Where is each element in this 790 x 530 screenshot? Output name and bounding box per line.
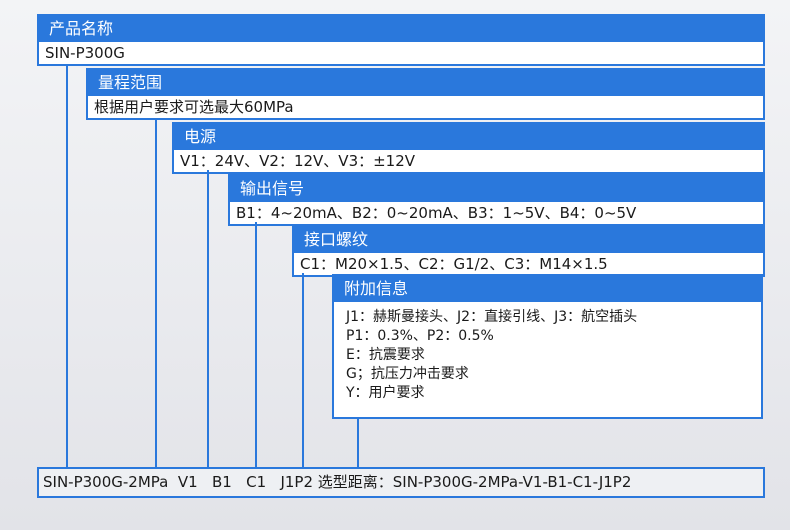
info-lines: J1：赫斯曼接头、J2：直接引线、J3：航空插头 P1：0.3%、P2：0.5%… [334,302,761,403]
section-title: 输出信号 [230,176,763,202]
connector-line [207,170,209,468]
section-output-signal: 输出信号 B1：4~20mA、B2：0~20mA、B3：1~5V、B4：0~5V [228,174,765,226]
section-value: SIN-P300G [45,44,125,62]
info-line: G；抗压力冲击要求 [346,366,469,382]
section-title: 附加信息 [334,276,761,302]
model-summary: SIN-P300G-2MPa V1 B1 C1 J1P2 选型距离：SIN-P3… [37,467,765,498]
info-line: Y：用户要求 [346,385,425,401]
section-title: 电源 [174,124,763,150]
section-value: B1：4~20mA、B2：0~20mA、B3：1~5V、B4：0~5V [236,204,637,222]
section-power: 电源 V1：24V、V2：12V、V3：±12V [172,122,765,174]
section-title: 量程范围 [88,70,763,96]
connector-line [302,273,304,468]
connector-line [155,118,157,468]
section-value: V1：24V、V2：12V、V3：±12V [180,152,416,170]
section-title: 接口螺纹 [294,227,763,253]
section-range: 量程范围 根据用户要求可选最大60MPa [86,68,765,120]
connector-line [66,64,68,468]
section-title: 产品名称 [39,16,763,42]
section-value: C1：M20×1.5、C2：G1/2、C3：M14×1.5 [300,255,608,273]
section-thread: 接口螺纹 C1：M20×1.5、C2：G1/2、C3：M14×1.5 [292,225,765,277]
connector-line [357,418,359,468]
info-line: E：抗震要求 [346,347,425,363]
section-additional-info: 附加信息 J1：赫斯曼接头、J2：直接引线、J3：航空插头 P1：0.3%、P2… [332,274,763,419]
connector-line [255,222,257,468]
section-product-name: 产品名称 SIN-P300G [37,14,765,66]
info-line: J1：赫斯曼接头、J2：直接引线、J3：航空插头 [346,309,638,325]
section-value: 根据用户要求可选最大60MPa [94,98,294,116]
info-line: P1：0.3%、P2：0.5% [346,328,494,344]
